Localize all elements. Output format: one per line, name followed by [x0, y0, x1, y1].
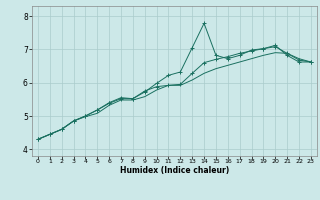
X-axis label: Humidex (Indice chaleur): Humidex (Indice chaleur)	[120, 166, 229, 175]
